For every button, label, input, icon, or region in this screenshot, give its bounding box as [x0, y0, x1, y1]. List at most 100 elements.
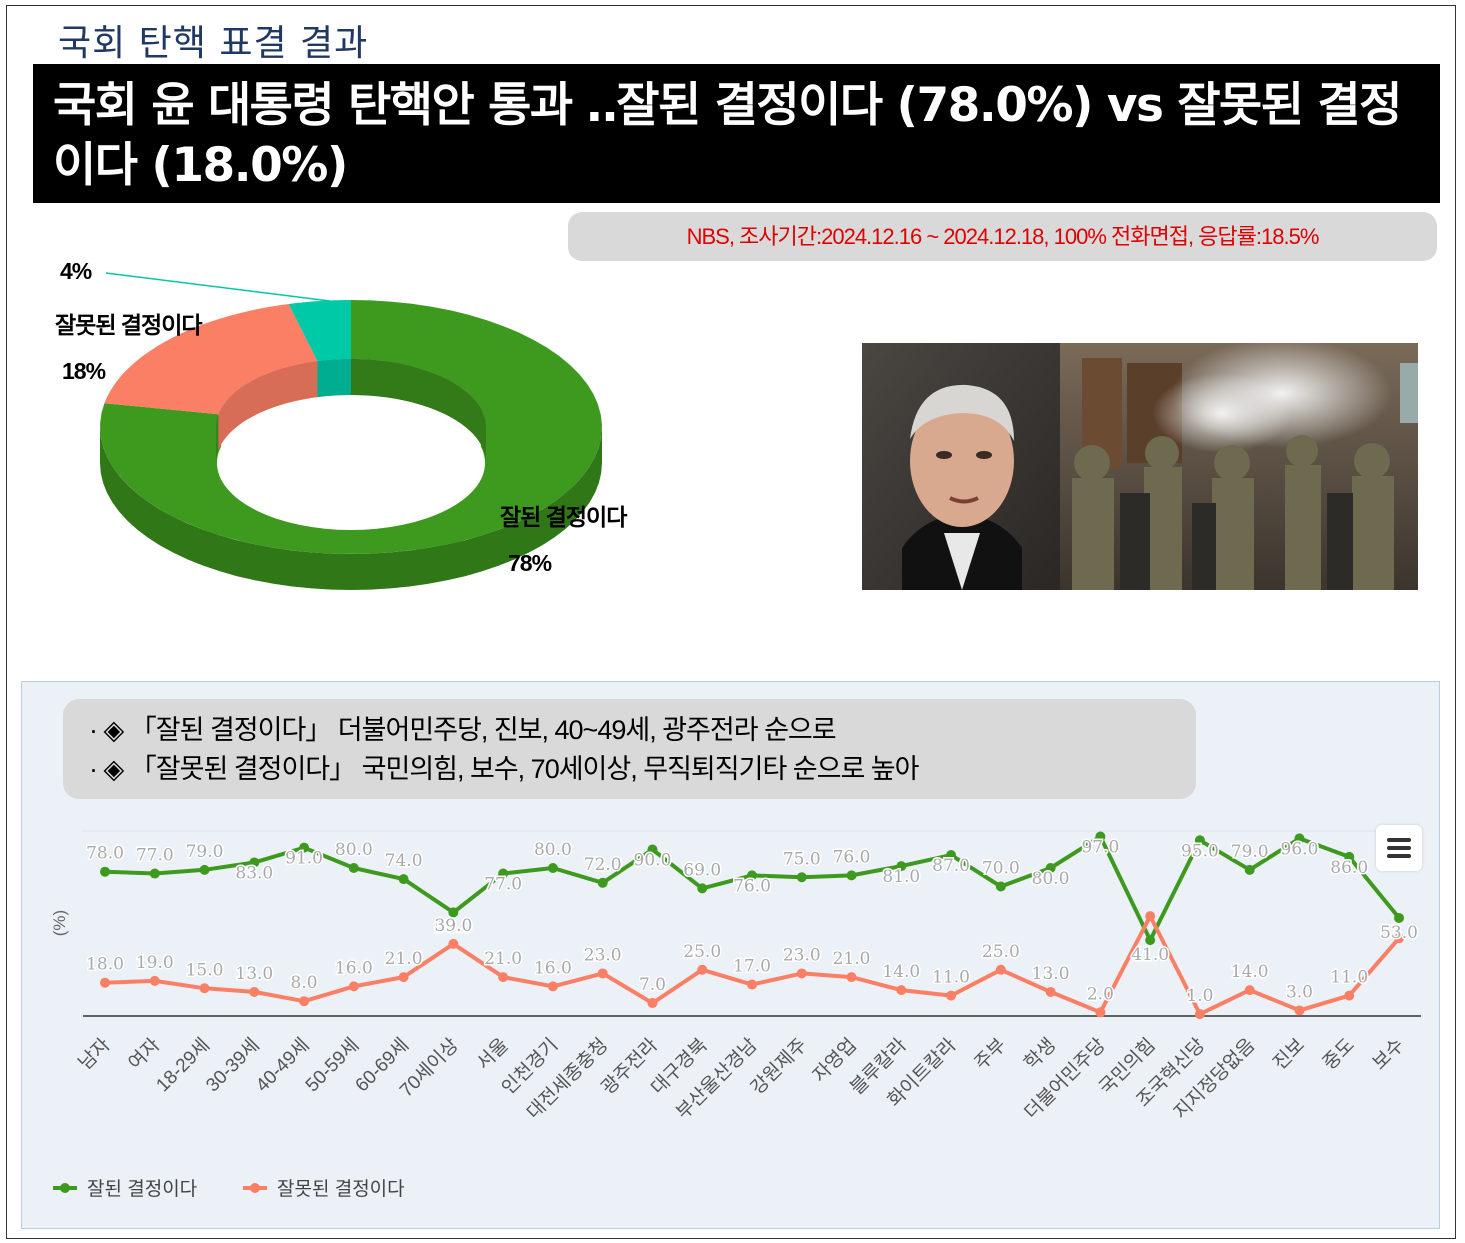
- data-point: [299, 996, 310, 1007]
- data-label: 53.0: [1380, 923, 1418, 943]
- data-label: 70.0: [982, 859, 1020, 879]
- data-point: [796, 872, 807, 883]
- pie-value-other: 4%: [60, 258, 92, 284]
- data-label: 3.0: [1286, 982, 1313, 1002]
- data-label: 21.0: [484, 949, 522, 969]
- data-label: 77.0: [484, 875, 522, 895]
- hamburger-icon: [1387, 838, 1411, 842]
- data-point: [697, 883, 708, 894]
- data-label: 25.0: [982, 942, 1020, 962]
- x-tick-label: 보수: [1369, 1035, 1409, 1075]
- data-point: [348, 863, 359, 873]
- legend-swatch-dot: [60, 1183, 70, 1193]
- pie-slice-inner-wall: [218, 361, 318, 451]
- data-point: [1095, 1007, 1106, 1018]
- data-point: [249, 986, 260, 997]
- data-label: 25.0: [683, 942, 721, 962]
- x-tick-label: 학생: [1020, 1034, 1060, 1074]
- data-label: 11.0: [1330, 968, 1368, 988]
- data-label: 23.0: [783, 945, 821, 965]
- data-label: 96.0: [1281, 839, 1319, 859]
- x-tick-label: 남자: [74, 1034, 114, 1074]
- data-label: 86.0: [1330, 858, 1368, 878]
- data-point: [896, 985, 907, 996]
- summary-box: · ◈ 「잘된 결정이다」 더불어민주당, 진보, 40~49세, 광주전라 순…: [63, 699, 1196, 799]
- data-point: [995, 964, 1006, 975]
- data-point: [747, 979, 757, 990]
- x-tick-label: 서울: [472, 1034, 512, 1074]
- data-label: 78.0: [86, 844, 124, 864]
- data-label: 23.0: [584, 945, 622, 965]
- data-point: [398, 874, 409, 885]
- x-tick-label: 중도: [1319, 1035, 1359, 1075]
- data-point: [1244, 985, 1255, 996]
- data-label: 21.0: [385, 949, 423, 969]
- data-point: [846, 870, 857, 881]
- data-point: [1294, 833, 1305, 844]
- data-label: 79.0: [186, 842, 224, 862]
- data-point: [249, 857, 260, 868]
- data-label: 80.0: [534, 840, 572, 860]
- pie-leader-line: [105, 272, 331, 302]
- line-chart: (%) 78.0 77.0 79.0 83.0 91.0 80.0 74.0 56.0 77.0 8…: [50, 830, 1421, 1200]
- pie-slice-wall: [100, 427, 602, 590]
- data-point: [1244, 864, 1255, 875]
- data-label: 83.0: [235, 863, 273, 883]
- data-label: 39.0: [434, 916, 472, 936]
- data-point: [647, 844, 658, 855]
- data-label: 91.0: [285, 849, 323, 869]
- x-tick-label: 30-39세: [202, 1034, 264, 1096]
- data-label: 80.0: [1032, 869, 1070, 889]
- x-tick-label: 주부: [971, 1035, 1011, 1075]
- data-label: 77.0: [136, 846, 174, 866]
- data-point: [498, 972, 509, 983]
- data-point: [448, 938, 459, 949]
- data-point: [1045, 863, 1056, 873]
- data-point: [796, 968, 807, 979]
- data-label: 11.0: [932, 968, 970, 988]
- data-label: 16.0: [534, 958, 572, 978]
- chart-menu-button[interactable]: [1376, 825, 1422, 871]
- data-label: 75.0: [783, 849, 821, 869]
- data-point: [946, 990, 957, 1001]
- data-point: [1344, 990, 1355, 1001]
- data-point: [697, 964, 708, 975]
- data-label: 14.0: [1231, 962, 1269, 982]
- pie-value-good: 78%: [508, 550, 552, 576]
- photo-collage-icon: [862, 343, 1418, 590]
- pie-slice: [104, 304, 318, 415]
- data-point: [995, 881, 1006, 892]
- data-point: [1095, 831, 1106, 842]
- data-label: 15.0: [186, 960, 224, 980]
- news-photo: [862, 343, 1418, 590]
- data-label: 79.0: [1231, 842, 1269, 862]
- data-label: 18.0: [86, 955, 124, 975]
- data-label: 80.0: [335, 840, 373, 860]
- data-point: [1294, 1005, 1305, 1016]
- data-label: 8.0: [291, 973, 318, 993]
- summary-line-1: · ◈ 「잘된 결정이다」 더불어민주당, 진보, 40~49세, 광주전라 순…: [89, 715, 837, 745]
- data-point: [896, 861, 907, 872]
- data-label: 7.0: [639, 975, 666, 995]
- data-point: [1045, 986, 1056, 997]
- data-label: 13.0: [1032, 964, 1070, 984]
- hamburger-icon: [1387, 854, 1411, 858]
- x-tick-label: 여자: [124, 1034, 164, 1074]
- data-label: 97.0: [1081, 838, 1119, 858]
- data-point: [547, 863, 558, 873]
- data-point: [846, 972, 857, 983]
- data-point: [348, 981, 359, 992]
- data-point: [1194, 1009, 1205, 1020]
- data-label: 76.0: [733, 876, 771, 896]
- y-axis-label: (%): [50, 910, 69, 936]
- pie-slice-inner-wall: [317, 359, 351, 398]
- data-point: [1145, 935, 1156, 946]
- data-label: 13.0: [235, 964, 273, 984]
- hamburger-icon: [1387, 846, 1411, 850]
- donut-chart: 잘된 결정이다 78% 잘못된 결정이다 18% 4%: [55, 258, 628, 590]
- data-point: [448, 907, 459, 918]
- data-point: [199, 864, 210, 875]
- summary-line-2: · ◈ 「잘못된 결정이다」 국민의힘, 보수, 70세이상, 무직퇴직기타 순…: [89, 754, 919, 784]
- legend-label: 잘못된 결정이다: [277, 1178, 405, 1200]
- source-note: NBS, 조사기간:2024.12.16 ~ 2024.12.18, 100% …: [568, 212, 1437, 261]
